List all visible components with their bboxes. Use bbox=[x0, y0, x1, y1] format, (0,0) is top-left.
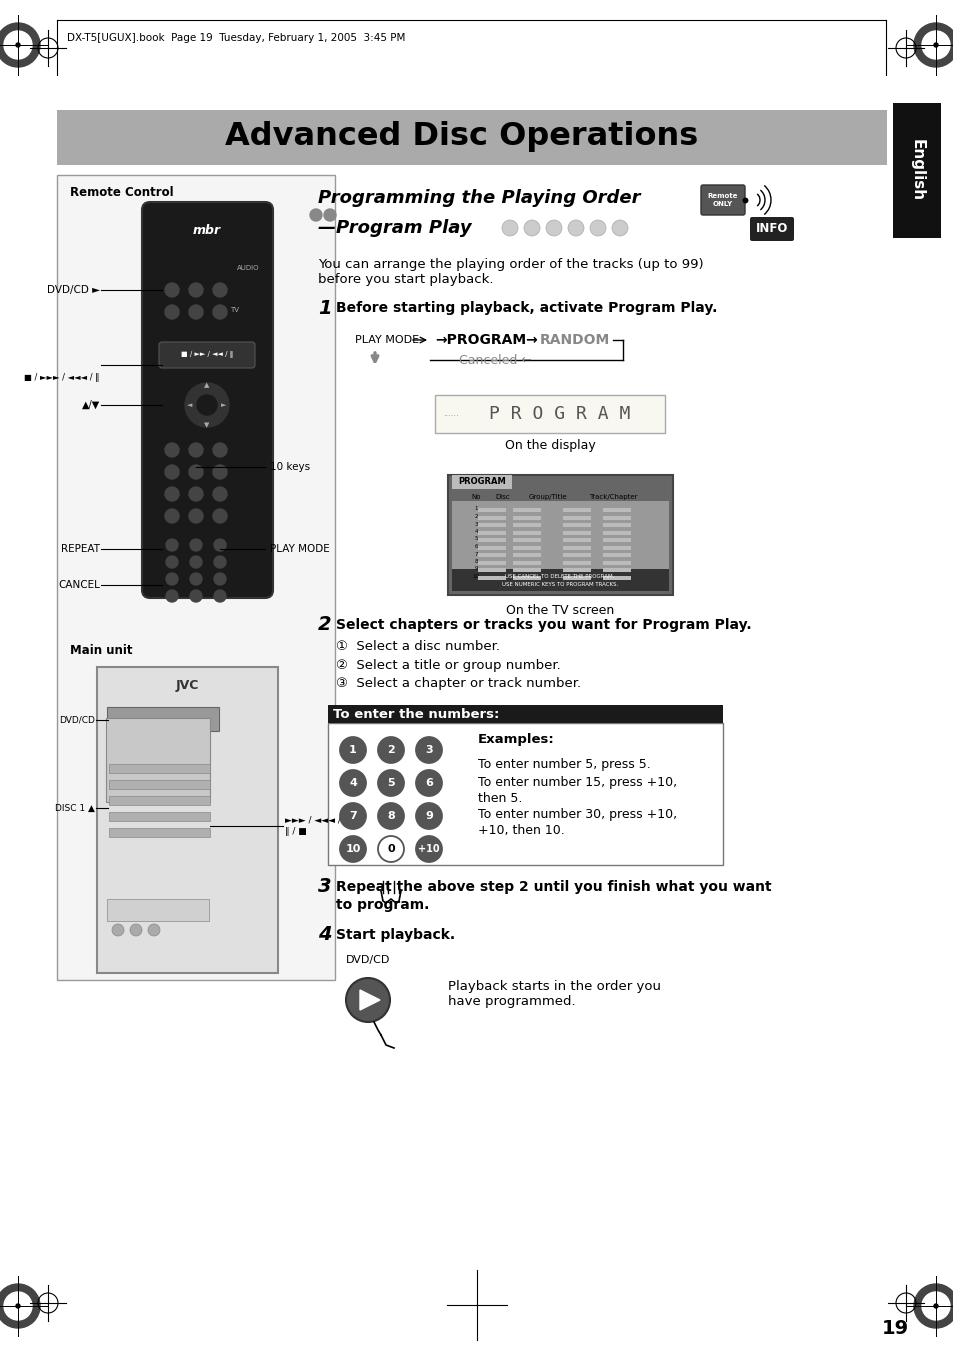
Text: 19: 19 bbox=[881, 1319, 907, 1337]
Text: Group/Title: Group/Title bbox=[528, 494, 567, 500]
Circle shape bbox=[0, 1283, 40, 1328]
Circle shape bbox=[377, 738, 403, 763]
FancyBboxPatch shape bbox=[562, 576, 590, 580]
Text: 0: 0 bbox=[387, 844, 395, 854]
Circle shape bbox=[567, 220, 583, 236]
Text: ■ / ►►► / ◄◄◄ / ‖: ■ / ►►► / ◄◄◄ / ‖ bbox=[25, 373, 100, 382]
Circle shape bbox=[213, 590, 226, 603]
Circle shape bbox=[339, 802, 366, 830]
FancyBboxPatch shape bbox=[477, 531, 505, 535]
FancyBboxPatch shape bbox=[477, 576, 505, 580]
Text: ③  Select a chapter or track number.: ③ Select a chapter or track number. bbox=[335, 677, 580, 689]
Text: 2: 2 bbox=[474, 513, 477, 519]
Text: +10, then 10.: +10, then 10. bbox=[477, 824, 564, 838]
Circle shape bbox=[213, 557, 226, 567]
Text: ▲: ▲ bbox=[204, 382, 210, 388]
FancyBboxPatch shape bbox=[562, 538, 590, 542]
Circle shape bbox=[377, 836, 403, 862]
Circle shape bbox=[148, 924, 160, 936]
Circle shape bbox=[339, 836, 366, 862]
Circle shape bbox=[4, 31, 32, 59]
FancyBboxPatch shape bbox=[562, 561, 590, 565]
FancyBboxPatch shape bbox=[110, 780, 211, 789]
FancyBboxPatch shape bbox=[57, 109, 886, 165]
Text: Main unit: Main unit bbox=[70, 643, 132, 657]
Circle shape bbox=[416, 770, 441, 796]
FancyBboxPatch shape bbox=[513, 546, 540, 550]
Circle shape bbox=[213, 573, 226, 585]
Text: You can arrange the playing order of the tracks (up to 99)
before you start play: You can arrange the playing order of the… bbox=[317, 258, 703, 286]
Text: RANDOM: RANDOM bbox=[539, 332, 610, 347]
FancyBboxPatch shape bbox=[602, 538, 630, 542]
Circle shape bbox=[377, 802, 403, 830]
Circle shape bbox=[416, 802, 441, 830]
Text: 1: 1 bbox=[474, 507, 477, 512]
Text: 4: 4 bbox=[317, 925, 332, 944]
Text: To enter number 15, press +10,: To enter number 15, press +10, bbox=[477, 775, 677, 789]
Text: JVC: JVC bbox=[175, 678, 198, 692]
Circle shape bbox=[921, 1292, 949, 1320]
Text: 10 keys: 10 keys bbox=[270, 462, 310, 471]
Text: 3: 3 bbox=[474, 521, 477, 527]
Text: Track/Chapter: Track/Chapter bbox=[588, 494, 637, 500]
FancyBboxPatch shape bbox=[602, 567, 630, 571]
Text: Examples:: Examples: bbox=[477, 734, 554, 747]
Text: →PROGRAM→: →PROGRAM→ bbox=[435, 332, 537, 347]
FancyBboxPatch shape bbox=[700, 185, 744, 215]
Text: 4: 4 bbox=[349, 778, 356, 788]
FancyBboxPatch shape bbox=[110, 796, 211, 804]
FancyBboxPatch shape bbox=[749, 218, 793, 240]
Circle shape bbox=[523, 220, 539, 236]
Text: 8: 8 bbox=[387, 811, 395, 821]
Circle shape bbox=[612, 220, 627, 236]
Text: Select chapters or tracks you want for Program Play.: Select chapters or tracks you want for P… bbox=[335, 617, 751, 632]
Circle shape bbox=[213, 509, 227, 523]
Circle shape bbox=[416, 836, 441, 862]
Circle shape bbox=[165, 282, 179, 297]
Text: to program.: to program. bbox=[335, 898, 429, 912]
Text: 10: 10 bbox=[472, 574, 479, 580]
Text: DX-T5[UGUX].book  Page 19  Tuesday, February 1, 2005  3:45 PM: DX-T5[UGUX].book Page 19 Tuesday, Februa… bbox=[67, 32, 405, 43]
FancyBboxPatch shape bbox=[562, 546, 590, 550]
FancyBboxPatch shape bbox=[513, 576, 540, 580]
Text: 1: 1 bbox=[349, 744, 356, 755]
Circle shape bbox=[339, 738, 366, 763]
FancyBboxPatch shape bbox=[142, 203, 273, 598]
Text: 7: 7 bbox=[474, 551, 477, 557]
FancyBboxPatch shape bbox=[97, 667, 277, 973]
Text: DVD/CD ►: DVD/CD ► bbox=[47, 285, 100, 295]
FancyBboxPatch shape bbox=[602, 553, 630, 557]
Text: —Program Play: —Program Play bbox=[317, 219, 471, 236]
FancyBboxPatch shape bbox=[106, 717, 210, 802]
FancyBboxPatch shape bbox=[435, 394, 664, 434]
Text: DVD/CD: DVD/CD bbox=[59, 716, 95, 724]
Circle shape bbox=[16, 1304, 20, 1308]
Text: ▼: ▼ bbox=[204, 422, 210, 428]
Circle shape bbox=[189, 465, 203, 480]
Text: TV: TV bbox=[231, 307, 239, 313]
Circle shape bbox=[185, 382, 229, 427]
Text: 2: 2 bbox=[317, 616, 332, 635]
Circle shape bbox=[165, 465, 179, 480]
Text: P R O G R A M: P R O G R A M bbox=[489, 405, 630, 423]
Circle shape bbox=[189, 509, 203, 523]
Text: +10: +10 bbox=[417, 844, 439, 854]
FancyBboxPatch shape bbox=[602, 546, 630, 550]
Circle shape bbox=[4, 1292, 32, 1320]
Text: English: English bbox=[908, 139, 923, 201]
Text: mbr: mbr bbox=[193, 223, 221, 236]
Circle shape bbox=[16, 43, 20, 47]
Circle shape bbox=[112, 924, 124, 936]
Circle shape bbox=[190, 539, 202, 551]
Text: 7: 7 bbox=[349, 811, 356, 821]
Text: 9: 9 bbox=[425, 811, 433, 821]
Circle shape bbox=[933, 1304, 937, 1308]
Circle shape bbox=[189, 305, 203, 319]
Text: 6: 6 bbox=[474, 544, 477, 549]
FancyBboxPatch shape bbox=[513, 538, 540, 542]
Text: 10: 10 bbox=[345, 844, 360, 854]
FancyBboxPatch shape bbox=[477, 567, 505, 571]
Text: Repeat the above step 2 until you finish what you want: Repeat the above step 2 until you finish… bbox=[335, 880, 771, 894]
Circle shape bbox=[213, 282, 227, 297]
Text: ‖ / ■: ‖ / ■ bbox=[285, 828, 307, 836]
